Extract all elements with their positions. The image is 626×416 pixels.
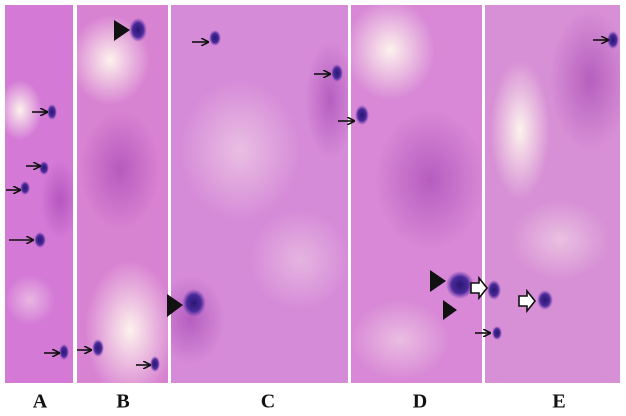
arrowheads <box>114 20 457 320</box>
arrows <box>6 40 608 365</box>
panel-label: A <box>33 391 48 413</box>
panel-label: C <box>261 391 275 413</box>
hollow-arrows <box>470 275 537 314</box>
panel-c-image <box>171 5 348 383</box>
panel-label: B <box>116 391 129 413</box>
panel-e-image <box>485 5 620 383</box>
panel-d-image <box>351 5 482 383</box>
panel-b-image <box>77 5 168 383</box>
panel-label: D <box>413 391 427 413</box>
panel-a-image <box>5 5 73 383</box>
panel-label: E <box>552 391 565 413</box>
